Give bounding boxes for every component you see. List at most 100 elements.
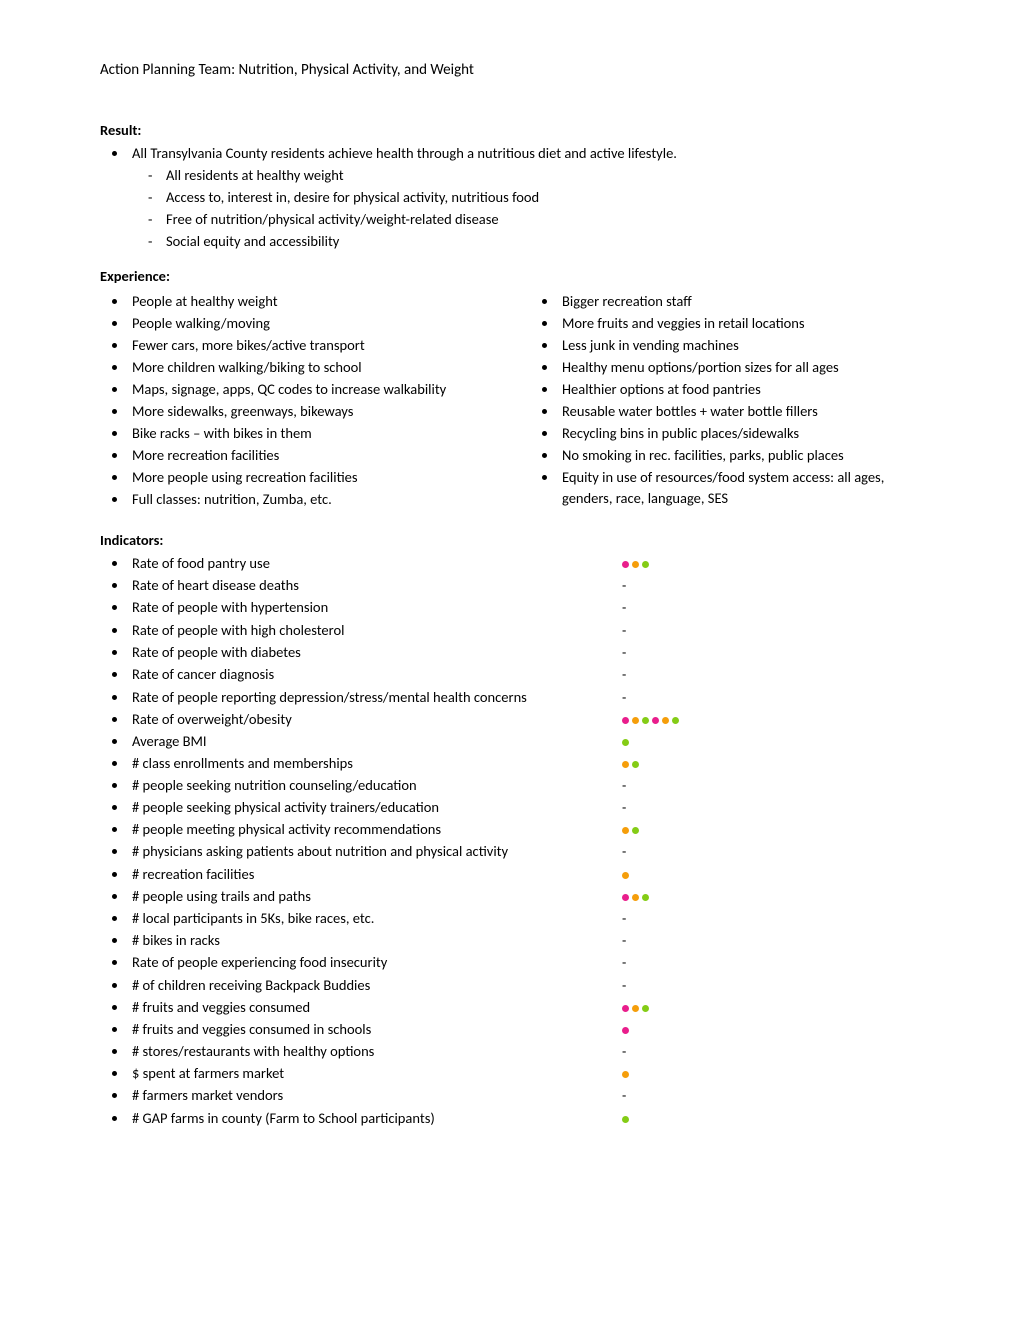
experience-item: Healthier options at food pantries [558, 379, 920, 400]
indicator-marks [622, 561, 649, 568]
indicator-marks: - [622, 665, 626, 685]
indicator-item: # bikes in racks- [128, 930, 920, 951]
dot-icon [622, 561, 629, 568]
page-title: Action Planning Team: Nutrition, Physica… [100, 60, 920, 82]
indicator-item: # class enrollments and memberships [128, 753, 920, 774]
dot-icon [642, 561, 649, 568]
experience-heading: Experience: [100, 266, 920, 287]
indicator-marks: - [622, 688, 626, 708]
indicator-item: Rate of people with hypertension- [128, 597, 920, 618]
dash-icon: - [622, 576, 626, 596]
dash-icon: - [622, 842, 626, 862]
indicator-label: Rate of people reporting depression/stre… [132, 687, 622, 708]
indicator-marks [622, 717, 679, 724]
experience-item: Recycling bins in public places/sidewalk… [558, 423, 920, 444]
dot-icon [662, 717, 669, 724]
indicator-marks [622, 1116, 629, 1123]
indicator-label: Rate of heart disease deaths [132, 575, 622, 596]
dot-icon [632, 717, 639, 724]
indicator-marks [622, 872, 629, 879]
indicator-item: $ spent at farmers market [128, 1063, 920, 1084]
indicator-marks [622, 894, 649, 901]
dash-icon: - [622, 688, 626, 708]
dash-icon: - [622, 976, 626, 996]
indicator-item: # fruits and veggies consumed in schools [128, 1019, 920, 1040]
dot-icon [622, 1071, 629, 1078]
experience-item: People at healthy weight [128, 291, 490, 312]
experience-item: More fruits and veggies in retail locati… [558, 313, 920, 334]
indicator-marks: - [622, 798, 626, 818]
dot-icon [622, 872, 629, 879]
indicator-marks [622, 761, 639, 768]
dash-icon: - [622, 621, 626, 641]
experience-item: Full classes: nutrition, Zumba, etc. [128, 489, 490, 510]
indicator-item: # local participants in 5Ks, bike races,… [128, 908, 920, 929]
indicator-label: # people meeting physical activity recom… [132, 819, 622, 840]
indicator-label: # of children receiving Backpack Buddies [132, 975, 622, 996]
result-main-text: All Transylvania County residents achiev… [132, 144, 677, 162]
indicator-label: $ spent at farmers market [132, 1063, 622, 1084]
dash-icon: - [622, 909, 626, 929]
indicator-marks: - [622, 1042, 626, 1062]
experience-item: Healthy menu options/portion sizes for a… [558, 357, 920, 378]
dot-icon [622, 1005, 629, 1012]
experience-item: Equity in use of resources/food system a… [558, 467, 920, 509]
dot-icon [642, 1005, 649, 1012]
dot-icon [652, 717, 659, 724]
experience-item: Reusable water bottles + water bottle fi… [558, 401, 920, 422]
experience-left-list: People at healthy weightPeople walking/m… [100, 291, 490, 510]
experience-item: No smoking in rec. facilities, parks, pu… [558, 445, 920, 466]
indicator-item: # people meeting physical activity recom… [128, 819, 920, 840]
indicator-item: # stores/restaurants with healthy option… [128, 1041, 920, 1062]
indicators-list: Rate of food pantry useRate of heart dis… [100, 553, 920, 1129]
dash-icon: - [622, 665, 626, 685]
dot-icon [632, 561, 639, 568]
dot-icon [622, 1116, 629, 1123]
indicator-item: # farmers market vendors- [128, 1085, 920, 1106]
dash-icon: - [622, 931, 626, 951]
result-sub-item: Social equity and accessibility [162, 231, 920, 252]
indicator-marks [622, 1005, 649, 1012]
indicator-marks: - [622, 643, 626, 663]
indicator-label: # fruits and veggies consumed [132, 997, 622, 1018]
indicator-item: # people seeking nutrition counseling/ed… [128, 775, 920, 796]
indicator-label: # class enrollments and memberships [132, 753, 622, 774]
indicator-label: # farmers market vendors [132, 1085, 622, 1106]
indicator-label: # people seeking nutrition counseling/ed… [132, 775, 622, 796]
experience-item: More children walking/biking to school [128, 357, 490, 378]
indicator-label: # people seeking physical activity train… [132, 797, 622, 818]
experience-item: More recreation facilities [128, 445, 490, 466]
indicator-marks: - [622, 776, 626, 796]
indicator-label: # people using trails and paths [132, 886, 622, 907]
indicator-label: # bikes in racks [132, 930, 622, 951]
indicator-label: Rate of food pantry use [132, 553, 622, 574]
indicator-item: # physicians asking patients about nutri… [128, 841, 920, 862]
indicator-item: # GAP farms in county (Farm to School pa… [128, 1108, 920, 1129]
experience-item: Maps, signage, apps, QC codes to increas… [128, 379, 490, 400]
indicator-label: # physicians asking patients about nutri… [132, 841, 622, 862]
experience-item: People walking/moving [128, 313, 490, 334]
indicator-item: # fruits and veggies consumed [128, 997, 920, 1018]
indicator-label: # GAP farms in county (Farm to School pa… [132, 1108, 622, 1129]
indicator-item: Rate of people with high cholesterol- [128, 620, 920, 641]
indicator-marks: - [622, 976, 626, 996]
dot-icon [622, 739, 629, 746]
dot-icon [632, 1005, 639, 1012]
dash-icon: - [622, 643, 626, 663]
indicator-item: # people using trails and paths [128, 886, 920, 907]
indicator-marks [622, 827, 639, 834]
indicator-item: # of children receiving Backpack Buddies… [128, 975, 920, 996]
dot-icon [622, 1027, 629, 1034]
dot-icon [642, 717, 649, 724]
result-sub-list: All residents at healthy weightAccess to… [132, 165, 920, 252]
dot-icon [622, 761, 629, 768]
indicator-label: # fruits and veggies consumed in schools [132, 1019, 622, 1040]
experience-item: Fewer cars, more bikes/active transport [128, 335, 490, 356]
experience-columns: People at healthy weightPeople walking/m… [100, 289, 920, 524]
indicator-label: Rate of people with high cholesterol [132, 620, 622, 641]
result-sub-item: Free of nutrition/physical activity/weig… [162, 209, 920, 230]
indicator-marks: - [622, 598, 626, 618]
dash-icon: - [622, 1042, 626, 1062]
experience-item: Bike racks – with bikes in them [128, 423, 490, 444]
indicator-item: Rate of people reporting depression/stre… [128, 687, 920, 708]
